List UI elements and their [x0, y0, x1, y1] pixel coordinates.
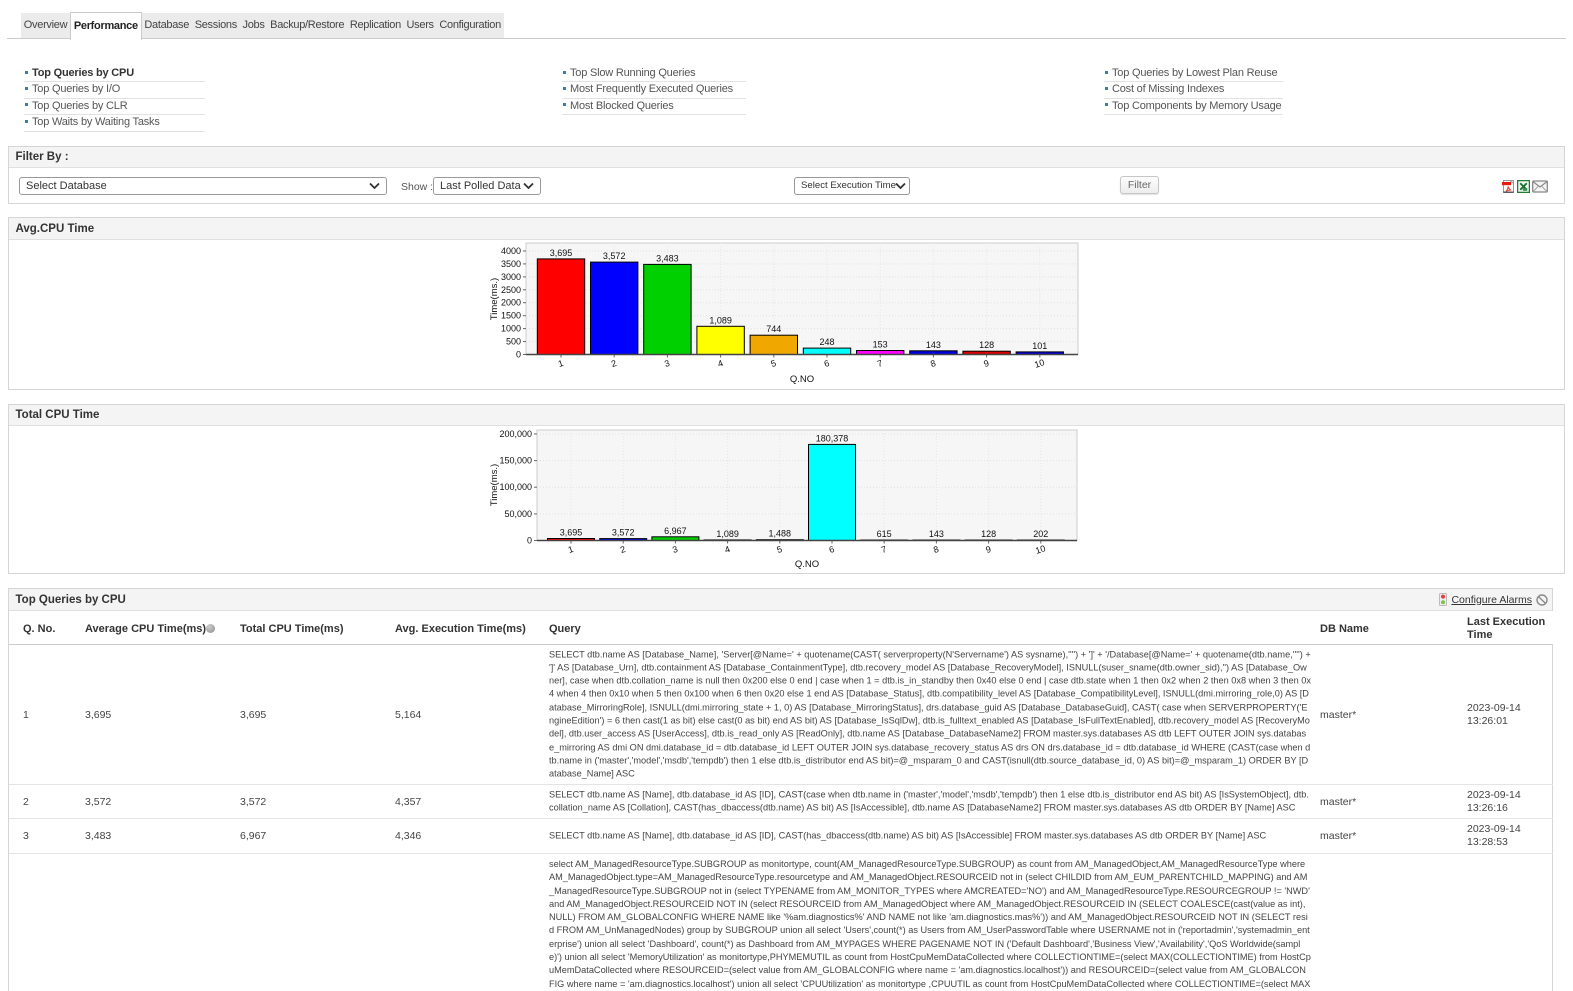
- svg-text:Q.NO: Q.NO: [795, 559, 819, 570]
- svg-text:202: 202: [1033, 529, 1048, 539]
- svg-text:3,572: 3,572: [603, 251, 626, 261]
- svg-text:615: 615: [877, 529, 892, 539]
- svg-text:3,695: 3,695: [560, 528, 583, 538]
- svg-text:128: 128: [979, 340, 994, 350]
- svg-text:3,695: 3,695: [550, 248, 573, 258]
- svg-text:3500: 3500: [501, 259, 521, 269]
- svg-text:0: 0: [527, 536, 532, 546]
- svg-text:143: 143: [929, 529, 944, 539]
- svg-text:0: 0: [516, 350, 521, 360]
- svg-text:3000: 3000: [501, 272, 521, 282]
- svg-text:3: 3: [663, 358, 671, 369]
- svg-text:150,000: 150,000: [499, 456, 532, 466]
- svg-text:6: 6: [828, 544, 836, 555]
- svg-text:3: 3: [671, 544, 679, 555]
- svg-text:4: 4: [723, 544, 731, 555]
- svg-text:50,000: 50,000: [504, 509, 532, 519]
- svg-text:4: 4: [716, 358, 724, 369]
- svg-text:143: 143: [926, 340, 941, 350]
- svg-text:248: 248: [819, 337, 834, 347]
- svg-text:1,488: 1,488: [769, 529, 792, 539]
- svg-text:3,483: 3,483: [656, 253, 679, 263]
- svg-text:9: 9: [984, 544, 992, 555]
- svg-text:8: 8: [929, 358, 937, 369]
- svg-text:5: 5: [776, 544, 784, 555]
- svg-text:2500: 2500: [501, 285, 521, 295]
- svg-text:101: 101: [1032, 341, 1047, 351]
- svg-text:100,000: 100,000: [499, 482, 532, 492]
- svg-text:3,572: 3,572: [612, 528, 635, 538]
- svg-text:6: 6: [823, 358, 831, 369]
- svg-text:Q.NO: Q.NO: [790, 374, 814, 385]
- svg-text:2: 2: [610, 358, 618, 369]
- svg-text:153: 153: [873, 340, 888, 350]
- svg-text:8: 8: [932, 544, 940, 555]
- svg-text:128: 128: [981, 529, 996, 539]
- svg-text:Time(ms.): Time(ms.): [489, 278, 500, 320]
- svg-text:10: 10: [1034, 543, 1047, 556]
- svg-text:2: 2: [619, 544, 627, 555]
- svg-text:180,378: 180,378: [816, 433, 849, 443]
- svg-text:744: 744: [766, 324, 781, 334]
- svg-text:9: 9: [982, 358, 990, 369]
- svg-text:1500: 1500: [501, 311, 521, 321]
- svg-text:5: 5: [770, 358, 778, 369]
- svg-text:10: 10: [1033, 357, 1046, 370]
- svg-text:1000: 1000: [501, 324, 521, 334]
- svg-text:200,000: 200,000: [499, 429, 532, 439]
- svg-text:1,089: 1,089: [716, 529, 739, 539]
- svg-text:2000: 2000: [501, 298, 521, 308]
- svg-text:4000: 4000: [501, 246, 521, 256]
- svg-text:1: 1: [567, 544, 575, 555]
- svg-text:6,967: 6,967: [664, 526, 687, 536]
- svg-text:7: 7: [880, 544, 888, 555]
- svg-text:Time(ms.): Time(ms.): [489, 464, 500, 506]
- svg-text:7: 7: [876, 358, 884, 369]
- svg-text:500: 500: [506, 337, 521, 347]
- svg-text:1,089: 1,089: [709, 315, 732, 325]
- svg-text:1: 1: [557, 358, 565, 369]
